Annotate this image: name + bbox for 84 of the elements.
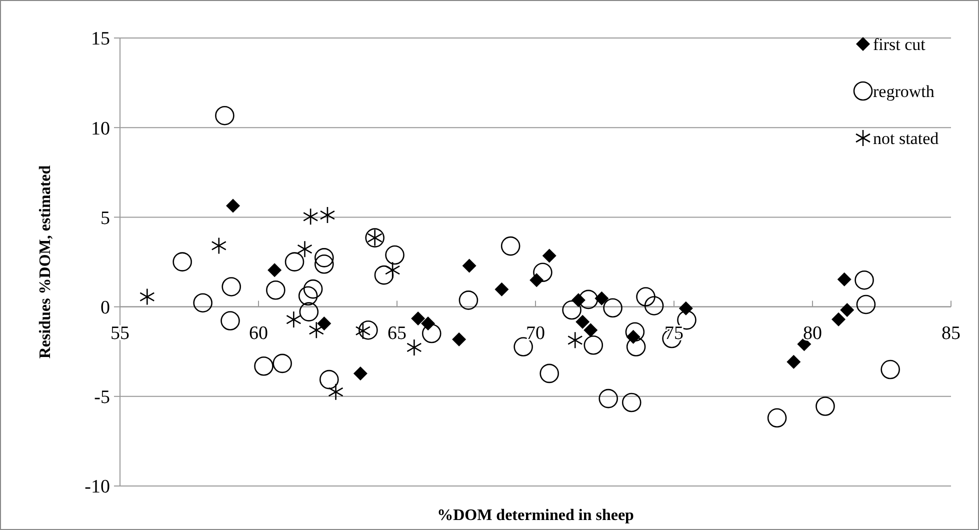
point: [284, 252, 304, 272]
point: [308, 321, 324, 339]
y-tick-label: 15: [91, 28, 110, 50]
point: [542, 248, 556, 263]
point: [494, 282, 509, 296]
point: [644, 296, 664, 316]
point: [211, 237, 226, 254]
legend-label: first cut: [873, 34, 926, 54]
y-tick-label: 5: [100, 208, 110, 229]
y-axis-title: Residues %DOM, estimated: [37, 165, 54, 359]
point: [584, 336, 604, 355]
point: [598, 388, 618, 408]
point: [328, 383, 344, 401]
legend-label: regrowth: [873, 82, 935, 101]
point: [856, 294, 876, 314]
x-tick-label: 80: [803, 322, 822, 344]
point: [533, 262, 552, 282]
y-tick-label: 10: [91, 118, 110, 140]
point: [622, 392, 642, 412]
point: [411, 311, 426, 326]
point: [854, 270, 874, 290]
point: [816, 396, 835, 416]
point: [880, 360, 900, 380]
x-axis-title: %DOM determined in sheep: [437, 507, 634, 524]
point: [786, 354, 801, 369]
point: [578, 290, 598, 310]
point: [286, 310, 302, 328]
x-tick-label: 55: [110, 322, 130, 344]
point: [384, 261, 400, 279]
point: [562, 300, 582, 320]
point: [303, 279, 323, 299]
point: [837, 272, 852, 286]
point: [319, 370, 339, 390]
point: [297, 240, 312, 258]
point: [193, 293, 212, 313]
point: [603, 298, 622, 318]
point: [358, 320, 378, 340]
point: [678, 301, 693, 316]
point: [406, 338, 422, 356]
point: [353, 366, 368, 380]
legend-label: not stated: [873, 128, 940, 148]
point: [272, 354, 292, 374]
point: [576, 314, 590, 329]
point: [385, 245, 404, 265]
point: [626, 337, 646, 356]
x-tick-label: 70: [526, 322, 545, 344]
point: [299, 302, 319, 322]
point: [215, 106, 234, 126]
point: [568, 331, 583, 349]
point: [172, 252, 192, 272]
y-tick-label: 0: [100, 297, 110, 318]
point: [317, 316, 332, 330]
point: [422, 324, 442, 344]
point: [500, 236, 520, 256]
point: [374, 265, 394, 285]
point: [254, 356, 274, 376]
point: [458, 290, 478, 310]
point: [767, 408, 787, 428]
point: [314, 254, 334, 274]
y-tick-label: -5: [94, 387, 110, 408]
point: [540, 364, 559, 384]
x-tick-label: 85: [942, 322, 960, 344]
point: [298, 286, 318, 306]
y-tick-label: -10: [84, 476, 110, 498]
point: [840, 303, 854, 318]
point: [140, 288, 155, 306]
point: [222, 277, 242, 296]
point: [302, 208, 318, 226]
point: [220, 311, 240, 330]
point: [636, 287, 656, 306]
point: [268, 263, 282, 278]
point: [584, 323, 598, 338]
point: [226, 198, 240, 213]
point: [462, 258, 476, 273]
point: [625, 322, 645, 342]
point: [320, 206, 336, 224]
x-tick-label: 60: [249, 322, 268, 344]
point: [594, 291, 609, 306]
x-tick-label: 65: [388, 322, 406, 344]
point: [355, 322, 371, 340]
point: [314, 248, 334, 268]
point: [266, 280, 286, 300]
point: [452, 332, 466, 346]
point: [832, 312, 846, 326]
